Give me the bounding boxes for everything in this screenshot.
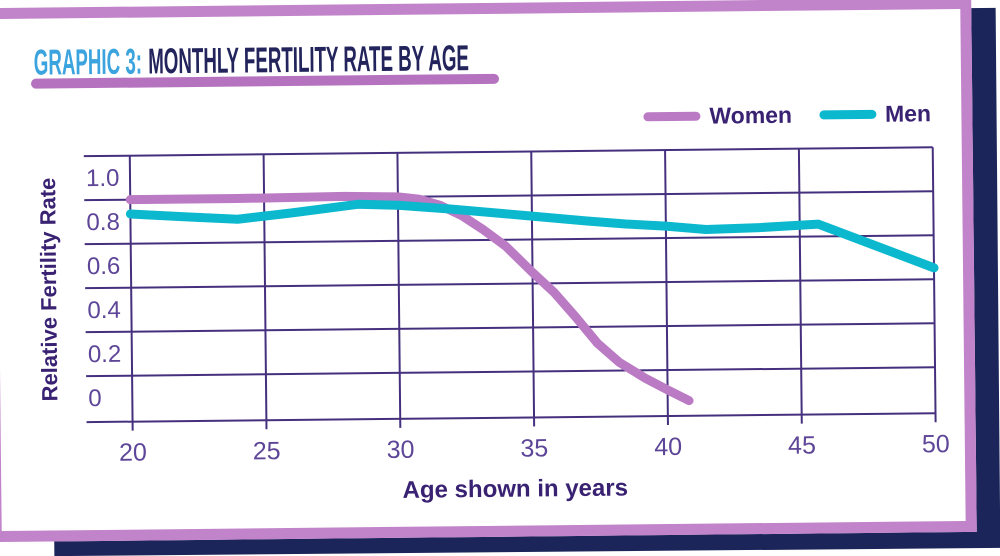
y-gridline [86, 366, 936, 378]
x-gridline [530, 151, 536, 427]
x-tick-label: 50 [922, 430, 950, 458]
infographic-card: 1.0 0.8 0.6 0.4 0.2 0 20 25 30 35 40 45 50 Relative F… [0, 0, 977, 543]
y-gridline [84, 234, 934, 246]
fertility-line-chart: 1.0 0.8 0.6 0.4 0.2 0 20 25 30 35 40 45 50 Relative F… [35, 146, 950, 504]
x-tick-label: 45 [788, 432, 816, 460]
y-tick-label: 1.0 [86, 165, 120, 192]
series-line-women [125, 191, 694, 406]
chart-title-main: MONTHLY FERTILITY RATE BY AGE [147, 37, 470, 82]
x-gridline [797, 148, 803, 424]
x-tick-label: 25 [253, 437, 281, 465]
series-line-men [125, 199, 939, 273]
legend-label-women: Women [709, 101, 793, 129]
chart-title-prefix: GRAPHIC 3: [33, 40, 143, 83]
x-gridline [931, 147, 937, 423]
y-gridline [85, 322, 935, 334]
y-tick-label: 0.8 [86, 209, 120, 236]
y-tick-label: 0.4 [87, 297, 121, 324]
y-gridline [83, 146, 933, 158]
y-tick-label: 0 [88, 385, 102, 412]
y-axis-title: Relative Fertility Rate [35, 178, 62, 402]
legend-label-men: Men [884, 99, 932, 127]
y-tick-label: 0.6 [87, 253, 121, 280]
y-gridline [86, 412, 936, 424]
x-axis-title: Age shown in years [402, 474, 628, 503]
x-tick-label: 40 [654, 433, 682, 461]
y-tick-label: 0.2 [88, 341, 122, 368]
y-gridline [85, 278, 935, 290]
legend-swatch-women [643, 111, 701, 121]
x-tick-label: 30 [386, 436, 414, 464]
chart-legend: Women Men [643, 99, 932, 129]
x-gridline [664, 150, 669, 426]
x-tick-label: 35 [520, 434, 548, 462]
x-tick-label: 20 [119, 439, 147, 467]
legend-swatch-men [818, 109, 877, 119]
